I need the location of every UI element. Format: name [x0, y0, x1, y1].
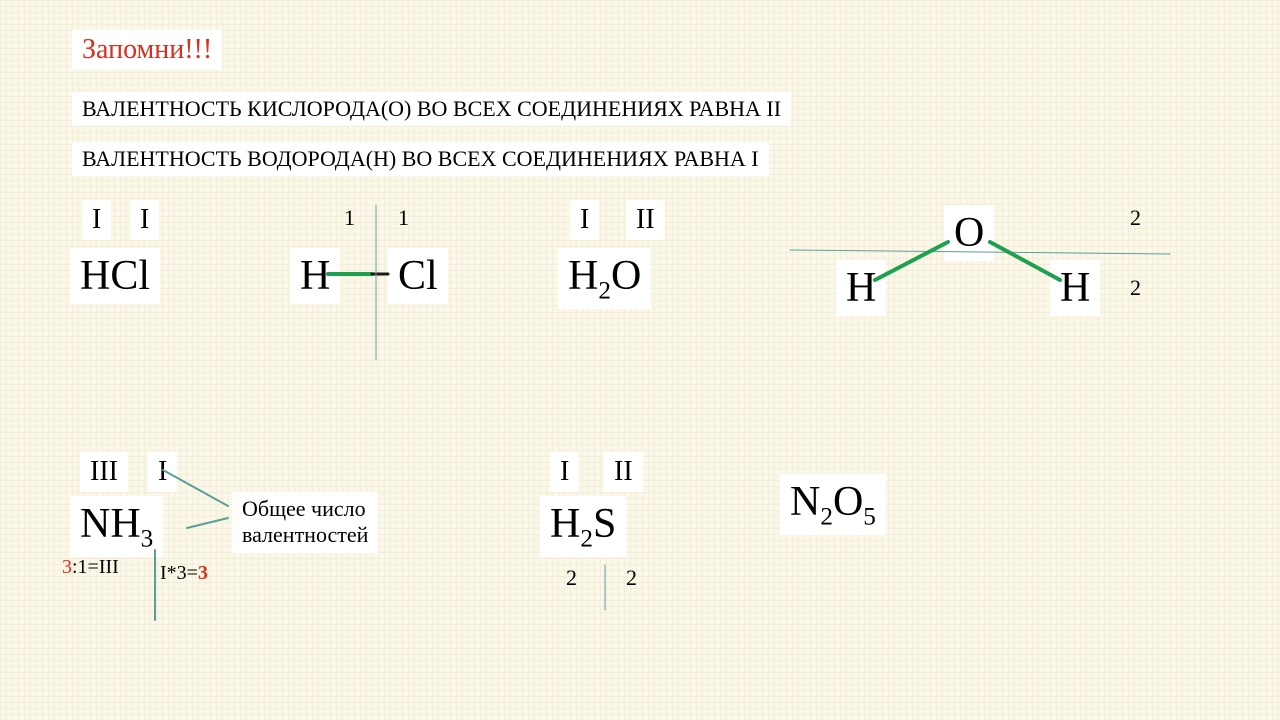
nh3-note: Общее числовалентностей [232, 492, 378, 553]
h2s-valency-H: I [550, 452, 579, 492]
h2o-count-top: 2 [1130, 205, 1141, 231]
h2o-valency-O: II [626, 200, 665, 240]
hcl-struct-Cl: Cl [388, 248, 448, 304]
nh3-formula: NH3 [70, 496, 163, 557]
nh3-calc-right-prefix: I*3= [160, 562, 198, 584]
hcl-formula: HCl [70, 248, 160, 304]
nh3-calc-right-bold: 3 [198, 562, 208, 584]
h2s-count-left: 2 [566, 565, 577, 591]
hcl-count-H: 1 [344, 205, 355, 231]
h2o-struct-H-left: H [836, 260, 886, 316]
nh3-line-bot [187, 518, 228, 528]
rule-oxygen: ВАЛЕНТНОСТЬ КИСЛОРОДА(О) ВО ВСЕХ СОЕДИНЕ… [72, 92, 791, 126]
h2s-formula: H2S [540, 496, 626, 557]
nh3-calc-left-prefix: 3 [62, 556, 72, 578]
remember-title: Запомни!!! [72, 30, 222, 70]
nh3-valency-N: III [80, 452, 128, 492]
n2o5-formula: N2O5 [780, 474, 886, 535]
rule-hydrogen: ВАЛЕНТНОСТЬ ВОДОРОДА(Н) ВО ВСЕХ СОЕДИНЕН… [72, 142, 769, 176]
hcl-struct-H: H [290, 248, 340, 304]
nh3-calc-right: I*3=3 [160, 562, 208, 585]
hcl-valency-Cl: I [130, 200, 159, 240]
h2o-valency-H: I [570, 200, 599, 240]
nh3-calc-left-rest: :1=III [72, 556, 119, 578]
h2o-struct-O: O [944, 205, 994, 261]
h2s-count-right: 2 [626, 565, 637, 591]
h2o-formula: H2O [558, 248, 651, 309]
hcl-valency-H: I [82, 200, 111, 240]
nh3-calc-left: 3:1=III [62, 556, 119, 579]
nh3-note-text: Общее числовалентностей [242, 496, 368, 547]
h2s-valency-S: II [604, 452, 643, 492]
h2o-struct-H-right: H [1050, 260, 1100, 316]
h2o-count-side: 2 [1130, 275, 1141, 301]
nh3-valency-H: I [148, 452, 177, 492]
hcl-count-Cl: 1 [398, 205, 409, 231]
